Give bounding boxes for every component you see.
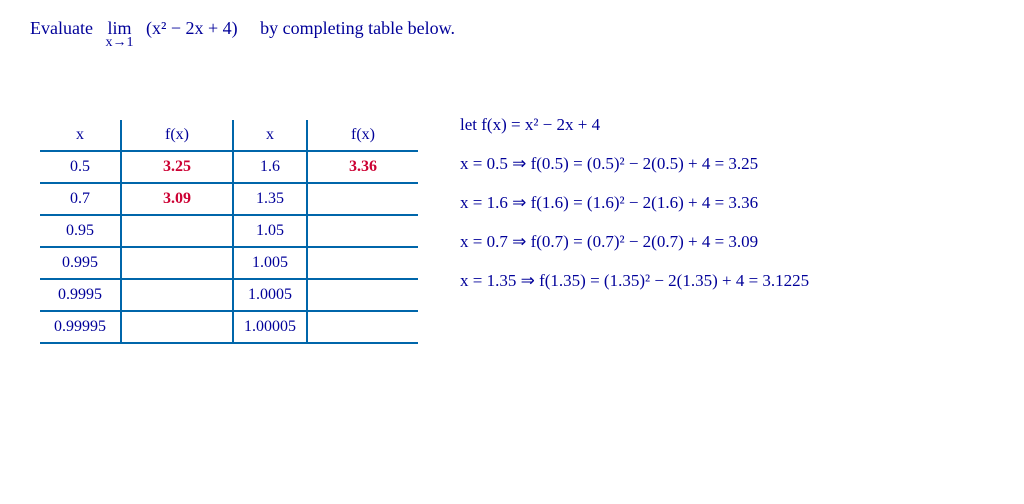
cell-x1: 0.9995	[40, 279, 121, 311]
let-line: let f(x) = x² − 2x + 4	[460, 105, 809, 144]
problem-statement: Evaluate lim x→1 (x² − 2x + 4) by comple…	[30, 18, 455, 51]
cell-f1	[121, 311, 233, 343]
cell-f2	[307, 183, 418, 215]
cell-f2	[307, 311, 418, 343]
cell-f1: 3.25	[121, 151, 233, 183]
header-x2: x	[233, 120, 307, 151]
cell-x1: 0.995	[40, 247, 121, 279]
table-row: 0.53.251.63.36	[40, 151, 418, 183]
cell-x2: 1.35	[233, 183, 307, 215]
work-line: x = 0.7 ⇒ f(0.7) = (0.7)² − 2(0.7) + 4 =…	[460, 222, 809, 261]
limit-table: x f(x) x f(x) 0.53.251.63.360.73.091.350…	[40, 120, 418, 344]
table-row: 0.995 1.005	[40, 247, 418, 279]
work-line: x = 1.6 ⇒ f(1.6) = (1.6)² − 2(1.6) + 4 =…	[460, 183, 809, 222]
cell-f1	[121, 247, 233, 279]
lim-sub: x→1	[105, 35, 133, 51]
cell-f2	[307, 279, 418, 311]
table-row: 0.99995 1.00005	[40, 311, 418, 343]
header-f1: f(x)	[121, 120, 233, 151]
cell-x2: 1.6	[233, 151, 307, 183]
work-line: x = 1.35 ⇒ f(1.35) = (1.35)² − 2(1.35) +…	[460, 261, 809, 300]
table-row: 0.73.091.35	[40, 183, 418, 215]
header-x1: x	[40, 120, 121, 151]
cell-x2: 1.00005	[233, 311, 307, 343]
table-row: 0.9995 1.0005	[40, 279, 418, 311]
cell-f1: 3.09	[121, 183, 233, 215]
evaluate-word: Evaluate	[30, 18, 93, 38]
cell-f2	[307, 215, 418, 247]
cell-x1: 0.5	[40, 151, 121, 183]
cell-x1: 0.95	[40, 215, 121, 247]
cell-x2: 1.0005	[233, 279, 307, 311]
cell-x1: 0.99995	[40, 311, 121, 343]
cell-f1	[121, 279, 233, 311]
work-area: let f(x) = x² − 2x + 4 x = 0.5 ⇒ f(0.5) …	[460, 105, 809, 300]
limit-notation: lim x→1	[105, 18, 133, 51]
table-body: 0.53.251.63.360.73.091.350.951.050.9951.…	[40, 151, 418, 343]
cell-f2	[307, 247, 418, 279]
header-f2: f(x)	[307, 120, 418, 151]
cell-x1: 0.7	[40, 183, 121, 215]
work-line: x = 0.5 ⇒ f(0.5) = (0.5)² − 2(0.5) + 4 =…	[460, 144, 809, 183]
instruction-rest: by completing table below.	[260, 18, 455, 38]
cell-x2: 1.005	[233, 247, 307, 279]
limit-expression: (x² − 2x + 4)	[146, 18, 238, 38]
cell-f2: 3.36	[307, 151, 418, 183]
cell-f1	[121, 215, 233, 247]
table-row: 0.95 1.05	[40, 215, 418, 247]
cell-x2: 1.05	[233, 215, 307, 247]
table-header-row: x f(x) x f(x)	[40, 120, 418, 151]
